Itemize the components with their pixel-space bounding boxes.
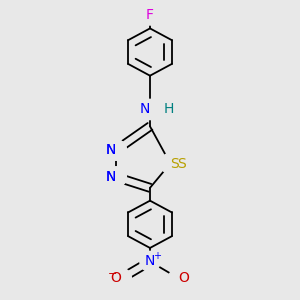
Circle shape: [140, 99, 160, 120]
Text: N: N: [140, 103, 150, 116]
Text: N: N: [106, 143, 116, 157]
Text: H: H: [164, 103, 174, 116]
Circle shape: [106, 167, 126, 187]
Circle shape: [106, 140, 126, 160]
Text: +: +: [153, 251, 161, 261]
Text: S: S: [170, 157, 179, 170]
Circle shape: [140, 251, 160, 272]
Text: N: N: [145, 254, 155, 268]
Circle shape: [153, 99, 174, 120]
Text: O: O: [110, 271, 121, 285]
Circle shape: [167, 153, 187, 174]
Text: N: N: [106, 170, 116, 184]
Circle shape: [140, 5, 160, 25]
Text: S: S: [177, 157, 186, 170]
Circle shape: [111, 268, 131, 289]
Text: −: −: [108, 269, 118, 279]
Text: N: N: [106, 170, 116, 184]
Circle shape: [169, 268, 189, 289]
Circle shape: [160, 153, 180, 174]
Circle shape: [106, 140, 126, 160]
Text: F: F: [146, 8, 154, 22]
Text: N: N: [106, 143, 116, 157]
Text: O: O: [179, 271, 190, 285]
Circle shape: [106, 167, 126, 187]
